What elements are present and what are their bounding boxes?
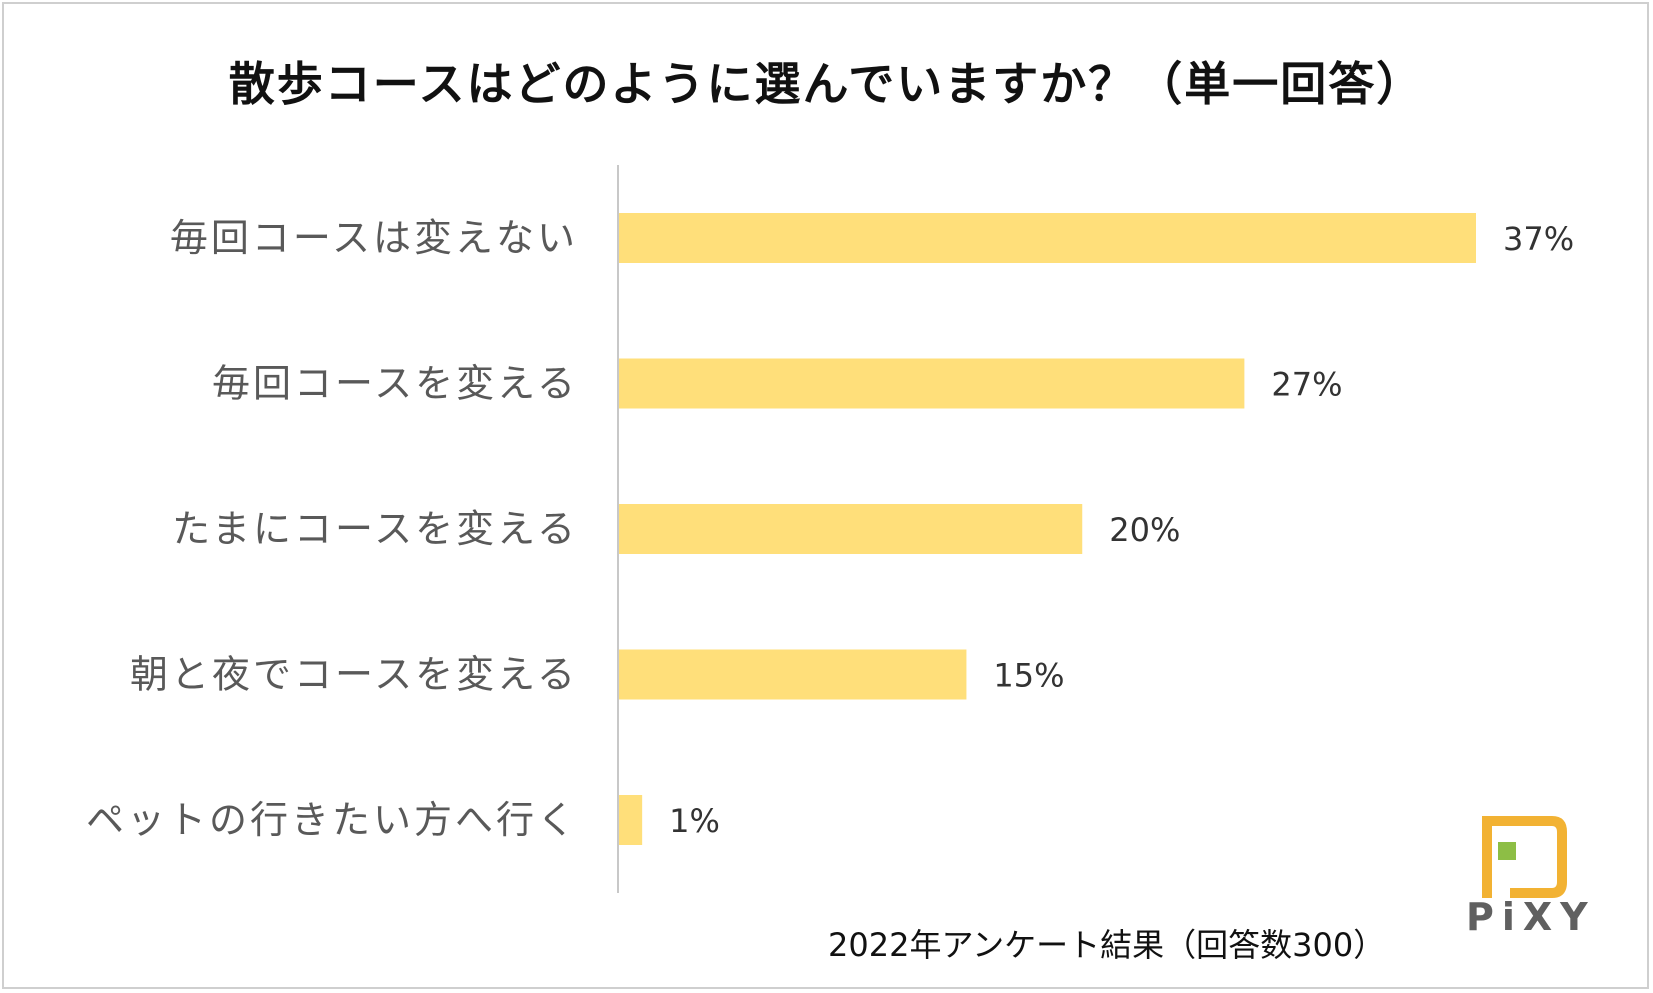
survey-footnote: 2022年アンケート結果（回答数300） (828, 926, 1386, 964)
chart-title: 散歩コースはどのように選んでいますか？（単一回答） (228, 57, 1425, 111)
value-label-1: 37% (1503, 220, 1574, 258)
category-label-3: たまにコースを変える (172, 507, 578, 551)
bar-5 (619, 795, 643, 845)
value-label-3: 20% (1109, 511, 1180, 549)
category-label-2: 毎回コースを変える (212, 362, 578, 406)
value-label-4: 15% (993, 657, 1064, 695)
category-label-4: 朝と夜でコースを変える (130, 653, 578, 697)
bar-1 (619, 213, 1476, 263)
logo-text: PiXY (1466, 895, 1596, 939)
value-label-2: 27% (1271, 366, 1342, 404)
pixy-logo (1482, 816, 1567, 898)
category-label-5: ペットの行きたい方へ行く (86, 798, 578, 842)
bar-4 (619, 649, 967, 700)
value-label-5: 1% (669, 802, 720, 840)
category-label-1: 毎回コースは変えない (170, 216, 578, 260)
bar-3 (619, 504, 1083, 554)
bar-2 (619, 358, 1245, 409)
